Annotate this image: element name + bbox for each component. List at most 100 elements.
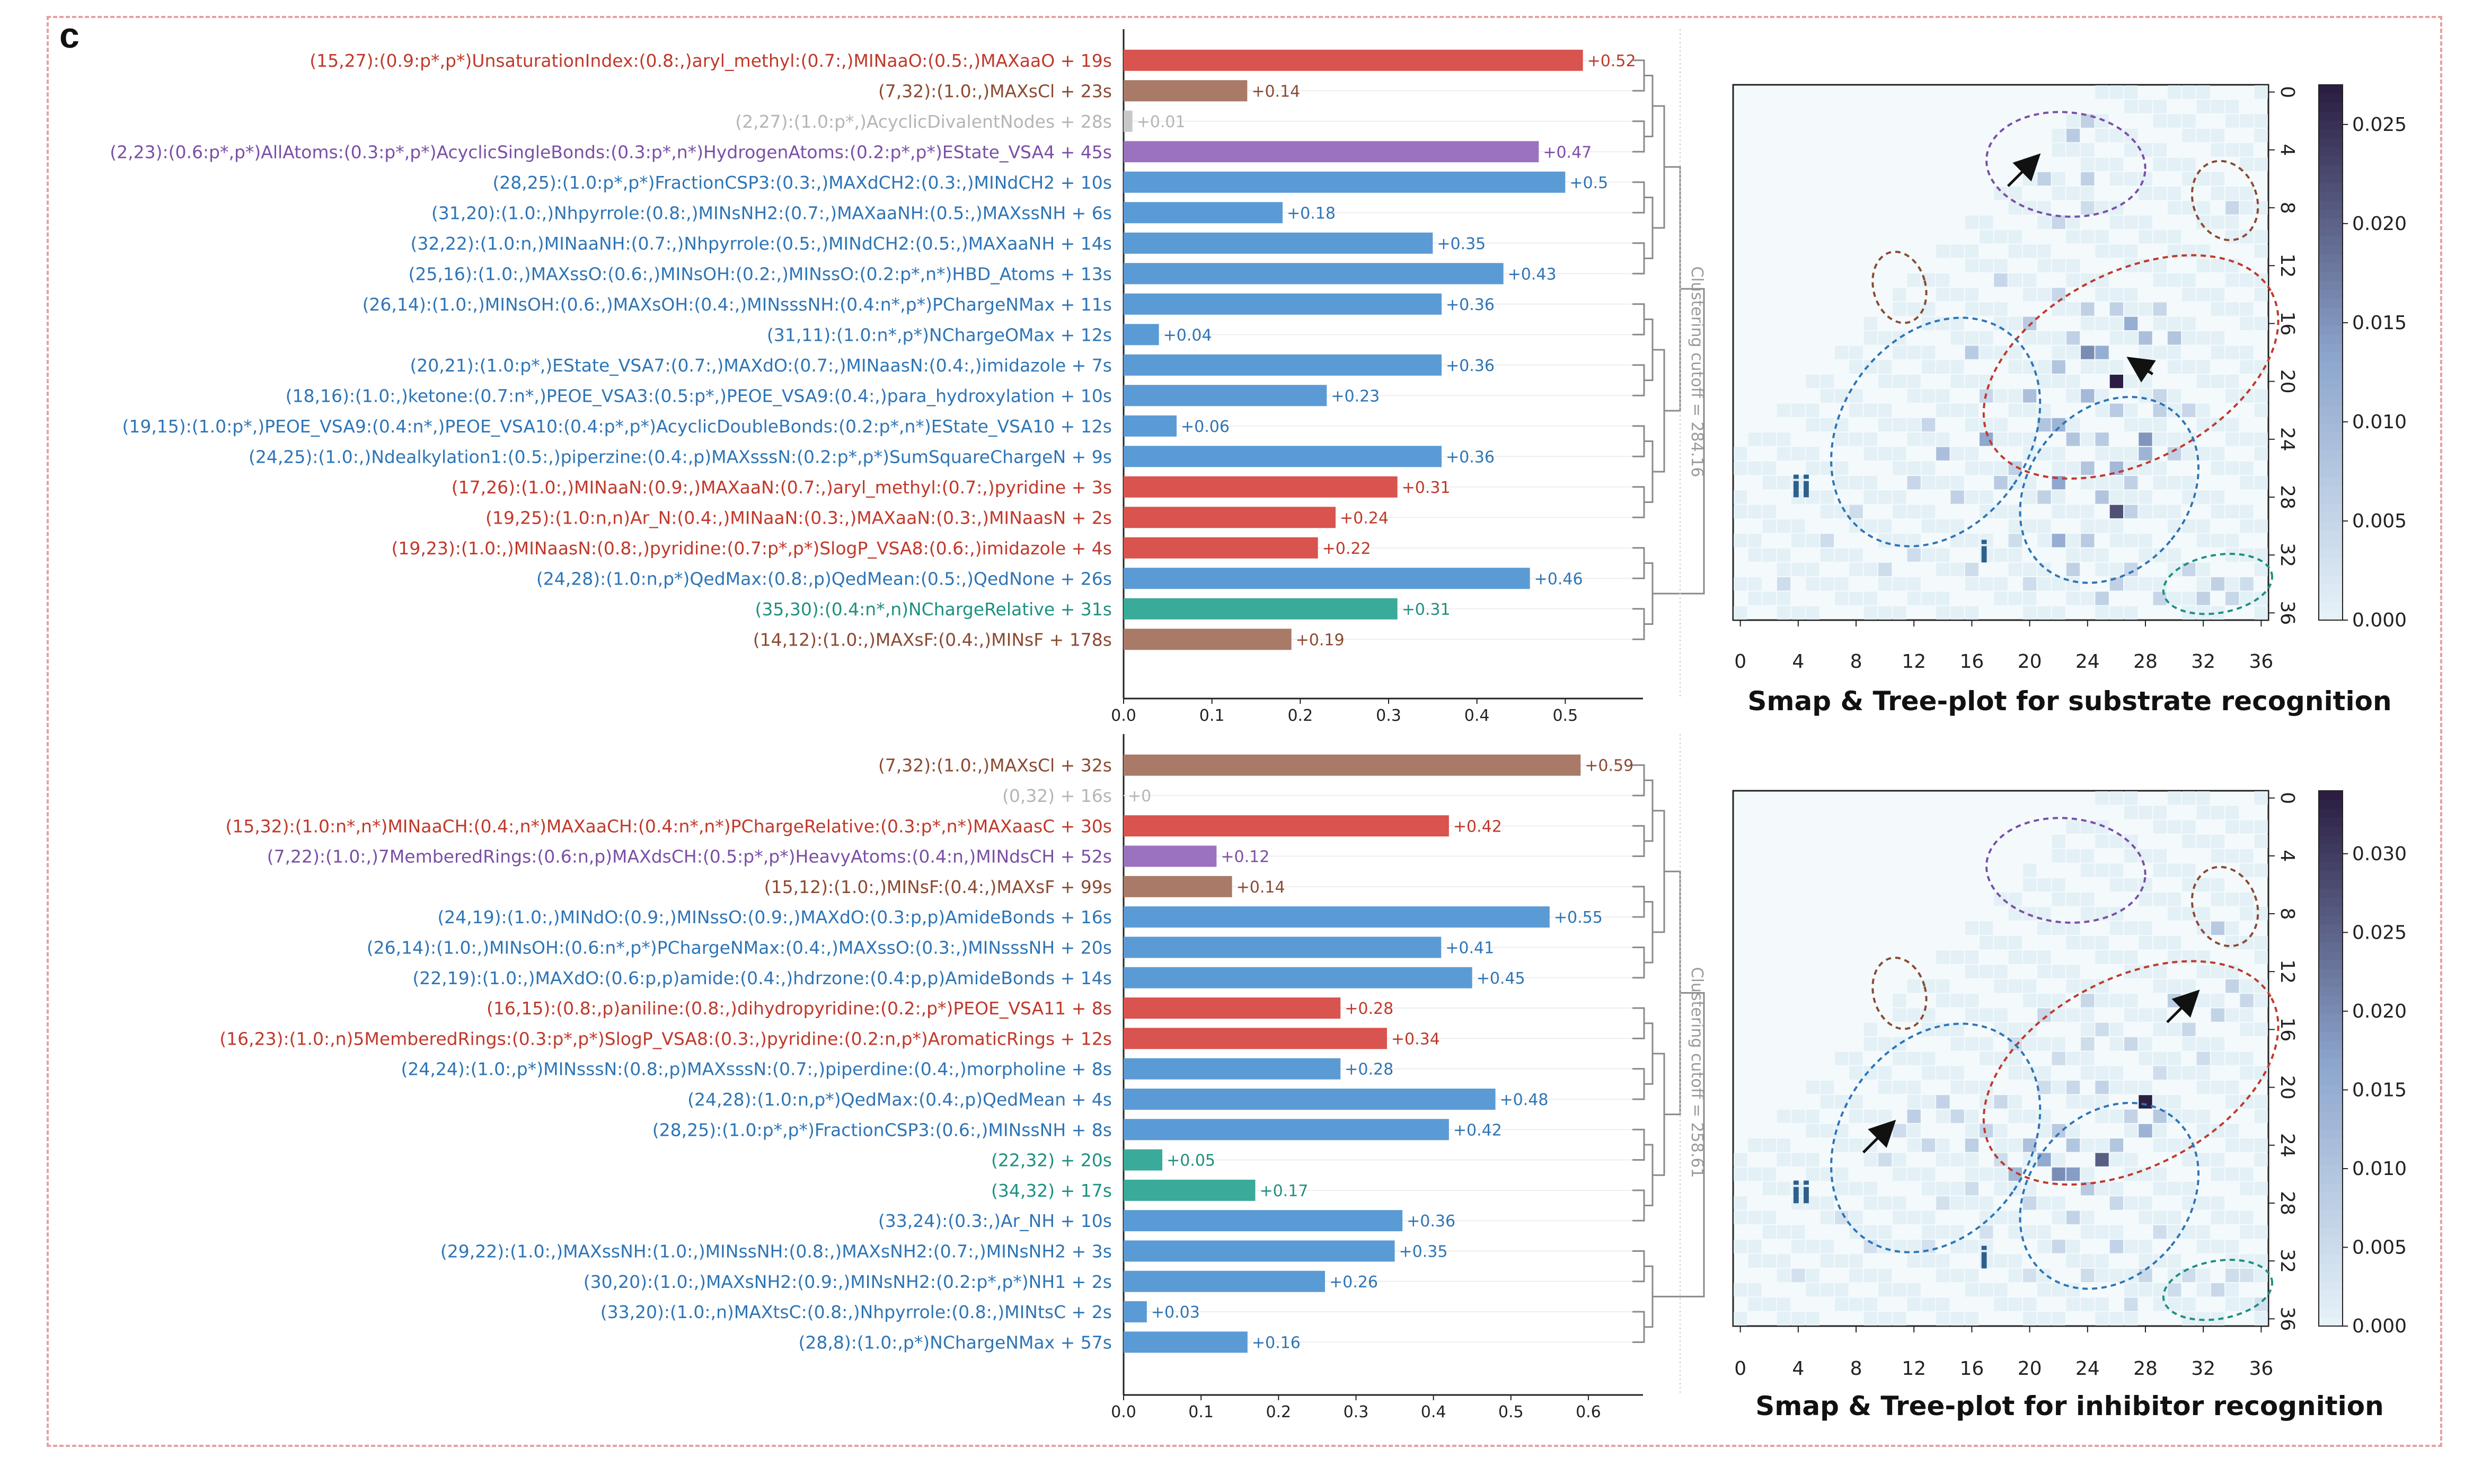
heatmap-cell <box>1936 360 1950 374</box>
heatmap-cell <box>1936 1182 1950 1196</box>
colorbar-segment <box>2319 942 2343 952</box>
heatmap-cell <box>2008 1052 2022 1065</box>
heatmap-cell <box>1806 1268 1819 1283</box>
heatmap-cell <box>2008 534 2022 547</box>
bar-category-label: (28,25):(1.0:p*,p*)FractionCSP3:(0.6:,)M… <box>652 1119 1112 1140</box>
bar-value-label: +0.01 <box>1137 113 1186 131</box>
heatmap-cell <box>2211 1008 2225 1022</box>
heatmap-cell <box>1878 562 1892 577</box>
colorbar-segment <box>2319 1227 2343 1238</box>
heatmap-cell <box>1936 1225 1950 1239</box>
colorbar-tick-label: 0.010 <box>2352 1158 2407 1180</box>
heatmap-cell <box>2081 1211 2095 1224</box>
colorbar-tick-label: 0.005 <box>2352 1236 2407 1258</box>
heatmap-cell <box>2109 791 2124 805</box>
heatmap-cell <box>1762 591 1776 605</box>
heatmap-cell <box>2052 921 2065 935</box>
heatmap-cell <box>2153 432 2167 446</box>
heatmap-cell <box>2124 1240 2138 1253</box>
heatmap-cell <box>2081 534 2095 547</box>
heatmap-cell <box>2081 1052 2095 1065</box>
colorbar-segment <box>2319 1112 2343 1121</box>
heatmap-cell <box>1980 1167 1993 1181</box>
heatmap-cell <box>2254 791 2268 805</box>
colorbar-segment <box>2319 1255 2343 1265</box>
heatmap-cell <box>2109 1196 2124 1210</box>
heatmap-cell <box>1950 1109 1964 1123</box>
colorbar-segment <box>2319 584 2343 594</box>
heatmap-cell <box>1936 519 1950 533</box>
bar-category-label: (30,20):(1.0:,)MAXsNH2:(0.9:,)MINsNH2:(0… <box>584 1271 1112 1292</box>
heatmap-cell <box>1950 1066 1964 1080</box>
heatmap-cell <box>2167 820 2181 834</box>
heatmap-cell <box>2153 965 2167 978</box>
bar-category-label: (2,27):(1.0:p*,)AcyclicDivalentNodes + 2… <box>735 111 1112 132</box>
heatmap-cell <box>2167 1066 2181 1080</box>
heatmap-cell <box>1806 1240 1819 1253</box>
heatmap-cell <box>2153 1182 2167 1196</box>
bar-category-label: (24,25):(1.0:,)Ndealkylation1:(0.5:,)pip… <box>249 446 1112 467</box>
colorbar-segment <box>2319 334 2343 344</box>
heatmap-cell <box>1849 1066 1863 1080</box>
heatmap-title: Smap & Tree-plot for inhibitor recogniti… <box>1755 1391 2383 1421</box>
heatmap-cell <box>1849 1138 1863 1152</box>
heatmap-cell <box>2037 172 2051 186</box>
heatmap-cell <box>2254 1109 2268 1123</box>
colorbar-segment <box>2319 889 2343 898</box>
heatmap-cell <box>1980 548 1993 562</box>
heatmap-cell <box>2240 273 2254 287</box>
heatmap-cell <box>2211 259 2225 272</box>
heatmap-cell <box>2211 1052 2225 1065</box>
region-outline-blue <box>2019 395 2200 584</box>
heatmap-cell <box>2066 331 2080 345</box>
heatmap-cell <box>2153 100 2167 113</box>
region-outline-teal <box>2162 1259 2274 1321</box>
heatmap-cell <box>1965 215 1979 229</box>
heatmap-cell <box>2109 863 2124 877</box>
region-outline-red <box>1982 254 2280 480</box>
heatmap-cell <box>2167 591 2181 605</box>
heatmap-cell <box>2153 187 2167 200</box>
heatmap-cell <box>2081 432 2095 446</box>
dendrogram-link <box>1632 886 1645 918</box>
bar-value-label: +0.42 <box>1453 1121 1502 1140</box>
heatmap-cell <box>2139 1254 2152 1268</box>
colorbar-segment <box>2319 423 2343 434</box>
heatmap-cell <box>2153 476 2167 490</box>
heatmap-cell <box>2109 606 2124 620</box>
heatmap-cell <box>1950 244 1964 258</box>
heatmap-cell <box>1806 1167 1819 1181</box>
heatmap-cell <box>1806 490 1819 504</box>
colorbar-segment <box>2319 951 2343 961</box>
heatmap-cell <box>2022 878 2037 892</box>
heatmap-cell <box>1893 505 1906 518</box>
heatmap-cell <box>1849 403 1863 417</box>
heatmap-cell <box>2167 157 2181 171</box>
heatmap-cell <box>2225 100 2239 113</box>
heatmap-cell <box>2196 490 2210 504</box>
heatmap-cell <box>1907 979 1921 993</box>
heatmap-cell <box>1734 577 1747 591</box>
bar-category-label: (7,32):(1.0:,)MAXsCl + 23s <box>878 81 1112 101</box>
heatmap-cell <box>2254 1022 2268 1037</box>
heatmap-cell <box>2081 229 2095 244</box>
bar-value-label: +0 <box>1128 787 1151 806</box>
colorbar-segment <box>2319 361 2343 371</box>
dendrogram-link <box>1653 992 1705 1297</box>
heatmap-cell <box>2109 921 2124 935</box>
colorbar-segment <box>2319 504 2343 514</box>
colorbar-tick-label: 0.005 <box>2352 510 2407 532</box>
heatmap-cell <box>2225 201 2239 215</box>
heatmap-cell <box>2225 273 2239 287</box>
heatmap-cell <box>1950 288 1964 302</box>
heatmap-cell <box>2008 950 2022 964</box>
y-tick-label: 12 <box>2276 253 2298 278</box>
heatmap-cell <box>1921 476 1936 490</box>
heatmap-cell <box>2240 1022 2254 1037</box>
bar-value-label: +0.34 <box>1391 1030 1440 1048</box>
dendrogram-1: Clustering cutoff = 284.16 <box>1632 29 1706 699</box>
heatmap-cell <box>1994 1138 2008 1152</box>
heatmap-cell <box>2008 360 2022 374</box>
heatmap-cell <box>1820 1080 1834 1094</box>
bar-category-label: (22,32) + 20s <box>991 1150 1112 1171</box>
